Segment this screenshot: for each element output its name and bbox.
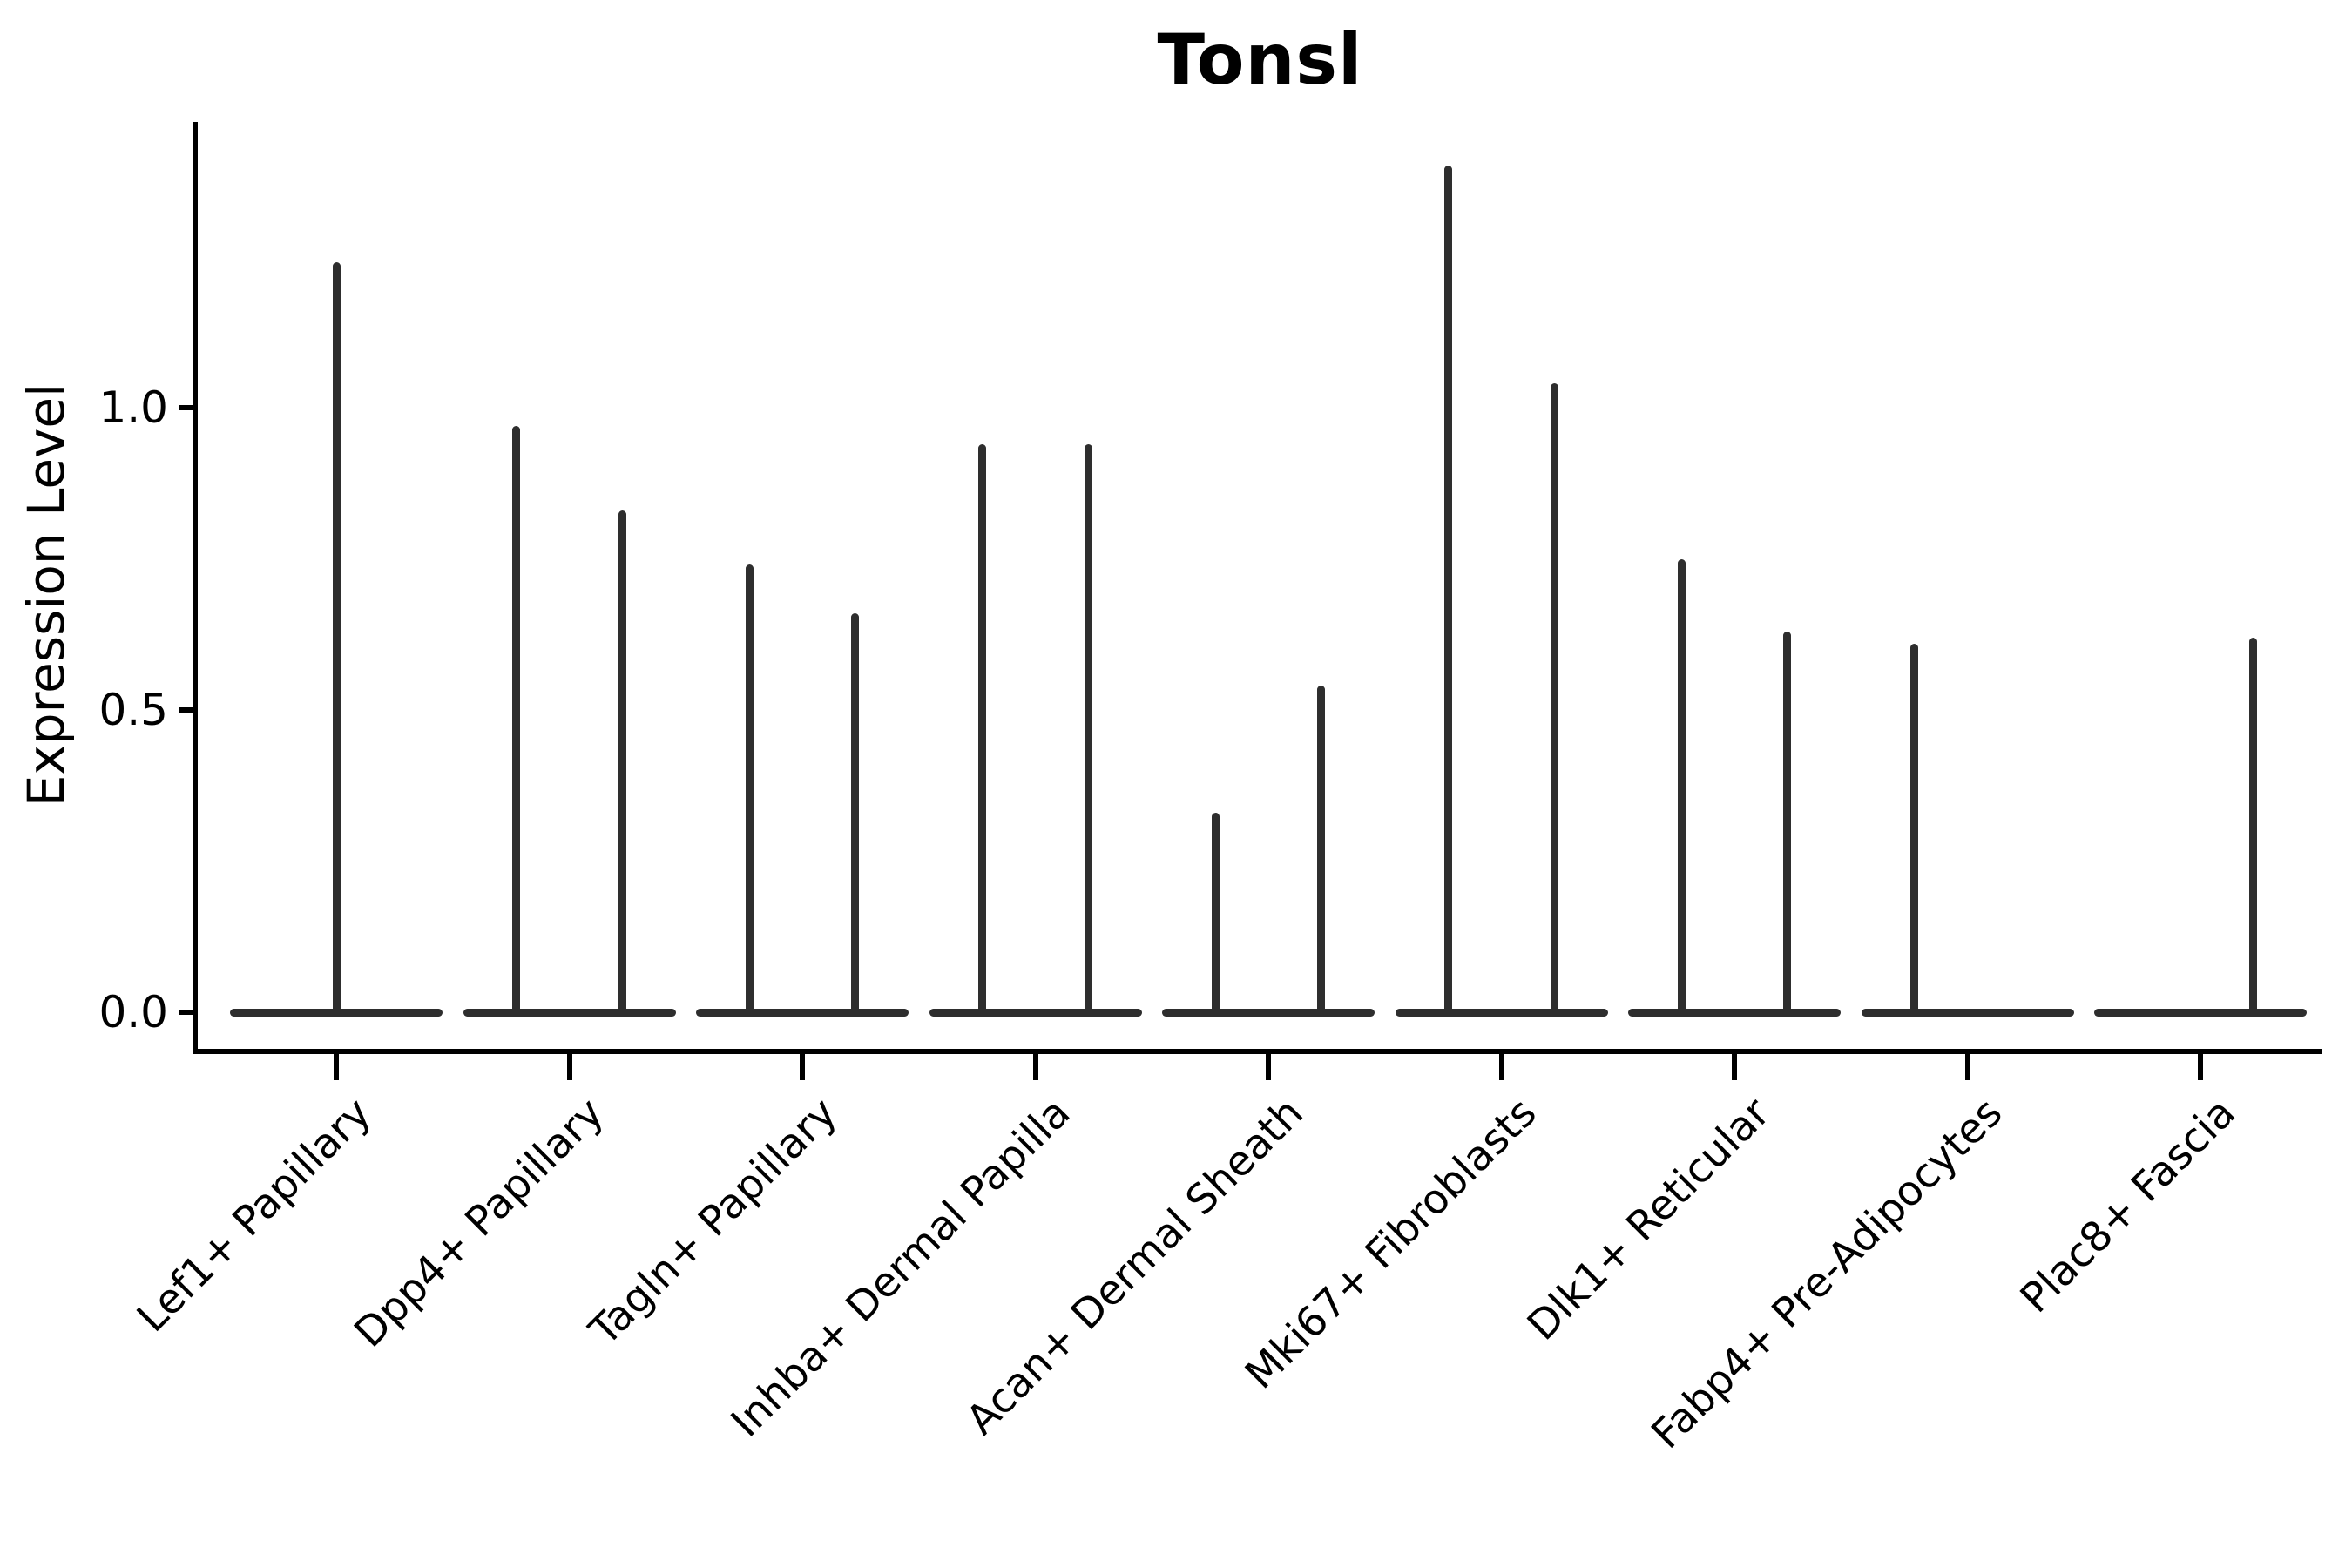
violin-spike xyxy=(2249,637,2258,1017)
y-tick-mark xyxy=(179,707,193,713)
x-tick-mark xyxy=(1266,1054,1271,1080)
x-tick-mark xyxy=(800,1054,805,1080)
violin-base xyxy=(1861,1008,2074,1017)
violin-spike xyxy=(1211,812,1220,1017)
x-tick-mark xyxy=(334,1054,339,1080)
violin-base xyxy=(929,1008,1142,1017)
violin-spike xyxy=(1317,686,1326,1017)
x-tick-mark xyxy=(1498,1054,1504,1080)
x-tick-label: Tagln+ Papillary xyxy=(580,1089,847,1355)
violin-spike xyxy=(1444,166,1453,1017)
violin-base xyxy=(696,1008,909,1017)
violin-base xyxy=(2094,1008,2307,1017)
violin-base xyxy=(463,1008,676,1017)
x-tick-mark xyxy=(1732,1054,1737,1080)
violin-spike xyxy=(618,510,626,1017)
violin-base xyxy=(1628,1008,1841,1017)
violin-spike xyxy=(745,564,754,1017)
violin-spike xyxy=(1910,643,1919,1017)
violin-spike xyxy=(1677,558,1686,1017)
violin-spike xyxy=(978,443,987,1017)
violin-spike xyxy=(512,425,521,1017)
violin-spike xyxy=(1084,443,1092,1017)
y-tick-mark xyxy=(179,1010,193,1015)
x-tick-mark xyxy=(566,1054,572,1080)
x-tick-mark xyxy=(1964,1054,1970,1080)
violin-base xyxy=(1395,1008,1608,1017)
chart-title: Tonsl xyxy=(1157,19,1363,100)
violin-spike xyxy=(1783,631,1792,1017)
x-tick-label: Dlk1+ Reticular xyxy=(1517,1089,1779,1350)
x-tick-mark xyxy=(1032,1054,1038,1080)
violin-base xyxy=(1162,1008,1375,1017)
y-tick-mark xyxy=(179,405,193,410)
x-tick-label: Lef1+ Papillary xyxy=(127,1089,381,1342)
violin-spike xyxy=(851,612,860,1017)
y-tick-label: 0.0 xyxy=(98,987,168,1037)
violin-spike xyxy=(332,262,341,1017)
x-tick-label: Dpp4+ Papillary xyxy=(345,1089,614,1357)
x-axis-line xyxy=(193,1049,2322,1054)
violin-spike xyxy=(1550,383,1558,1017)
x-tick-label: Plac8+ Fascia xyxy=(2011,1089,2245,1322)
y-tick-label: 1.0 xyxy=(98,382,168,433)
y-axis-line xyxy=(193,122,198,1054)
y-tick-label: 0.5 xyxy=(98,685,168,735)
x-tick-mark xyxy=(2198,1054,2203,1080)
